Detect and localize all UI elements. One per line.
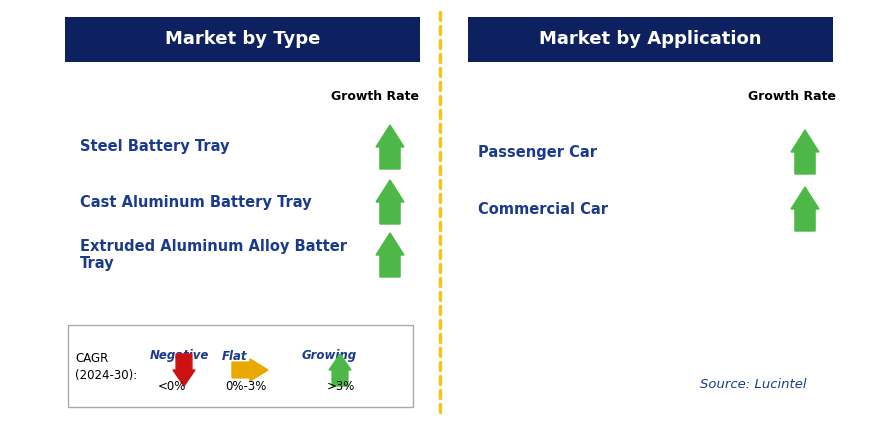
Text: Cast Aluminum Battery Tray: Cast Aluminum Battery Tray: [80, 194, 311, 209]
Text: 0%-3%: 0%-3%: [225, 379, 266, 392]
Text: (2024-30):: (2024-30):: [75, 368, 137, 382]
Polygon shape: [375, 125, 403, 169]
Text: >3%: >3%: [326, 379, 355, 392]
Text: Growth Rate: Growth Rate: [747, 90, 835, 104]
Polygon shape: [375, 180, 403, 224]
Text: Flat: Flat: [222, 350, 247, 363]
Text: <0%: <0%: [158, 379, 186, 392]
FancyBboxPatch shape: [68, 325, 412, 407]
Text: Growth Rate: Growth Rate: [331, 90, 418, 104]
Text: CAGR: CAGR: [75, 353, 108, 365]
Polygon shape: [232, 359, 267, 381]
Text: Commercial Car: Commercial Car: [477, 201, 607, 216]
Text: Market by Application: Market by Application: [538, 31, 761, 49]
FancyBboxPatch shape: [65, 17, 419, 62]
Text: Negative: Negative: [150, 350, 209, 363]
Polygon shape: [790, 187, 818, 231]
FancyBboxPatch shape: [467, 17, 832, 62]
Polygon shape: [375, 233, 403, 277]
Text: Steel Battery Tray: Steel Battery Tray: [80, 139, 229, 155]
Text: Passenger Car: Passenger Car: [477, 145, 596, 160]
Polygon shape: [173, 354, 195, 386]
Text: Market by Type: Market by Type: [165, 31, 320, 49]
Text: Extruded Aluminum Alloy Batter
Tray: Extruded Aluminum Alloy Batter Tray: [80, 239, 346, 271]
Text: Source: Lucintel: Source: Lucintel: [699, 378, 806, 392]
Polygon shape: [790, 130, 818, 174]
Text: Growing: Growing: [302, 350, 357, 363]
Polygon shape: [329, 354, 351, 386]
